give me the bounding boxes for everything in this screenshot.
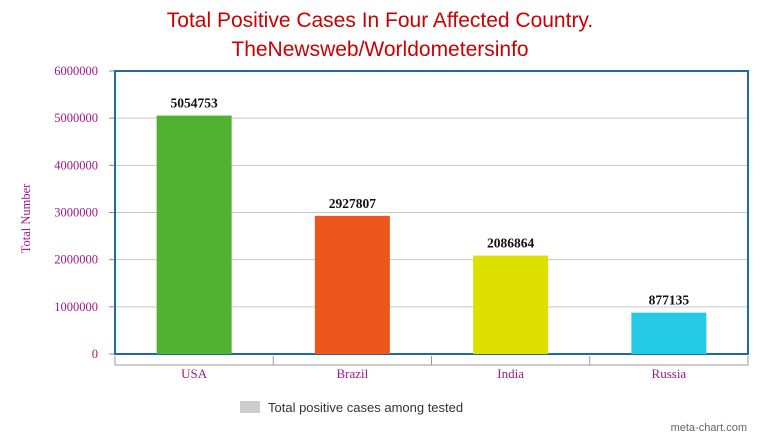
y-tick-label: 4000000: [54, 158, 98, 172]
chart-subtitle: TheNewsweb/Worldometersinfo: [231, 38, 529, 61]
bar-russia: [631, 312, 707, 354]
x-tick-label: Brazil: [336, 366, 368, 381]
data-label: 877135: [649, 293, 690, 308]
y-tick-label: 6000000: [54, 64, 98, 78]
plot-frame: [114, 70, 749, 355]
bar-usa: [156, 115, 232, 354]
bar-brazil: [314, 215, 390, 354]
y-axis-label: Total Number: [19, 183, 33, 253]
x-tick-label: India: [497, 366, 524, 381]
credit-text[interactable]: meta-chart.com: [670, 422, 747, 434]
x-tick-label: Russia: [652, 366, 687, 381]
y-tick-label: 1000000: [54, 300, 98, 314]
chart-title: Total Positive Cases In Four Affected Co…: [166, 9, 594, 32]
x-tick-label: USA: [181, 366, 208, 381]
y-tick-label: 5000000: [54, 111, 98, 125]
y-tick-label: 0: [92, 347, 98, 361]
data-label: 2086864: [487, 236, 535, 251]
data-label: 2927807: [329, 196, 377, 211]
bar-india: [473, 255, 549, 354]
legend-swatch: [240, 401, 260, 413]
data-label: 5054753: [171, 96, 219, 111]
legend[interactable]: Total positive cases among tested: [240, 398, 463, 416]
legend-label: Total positive cases among tested: [268, 399, 464, 415]
y-tick-label: 2000000: [54, 253, 98, 267]
y-tick-label: 3000000: [54, 206, 98, 220]
chart-title-block: Total Positive Cases In Four Affected Co…: [0, 6, 760, 64]
